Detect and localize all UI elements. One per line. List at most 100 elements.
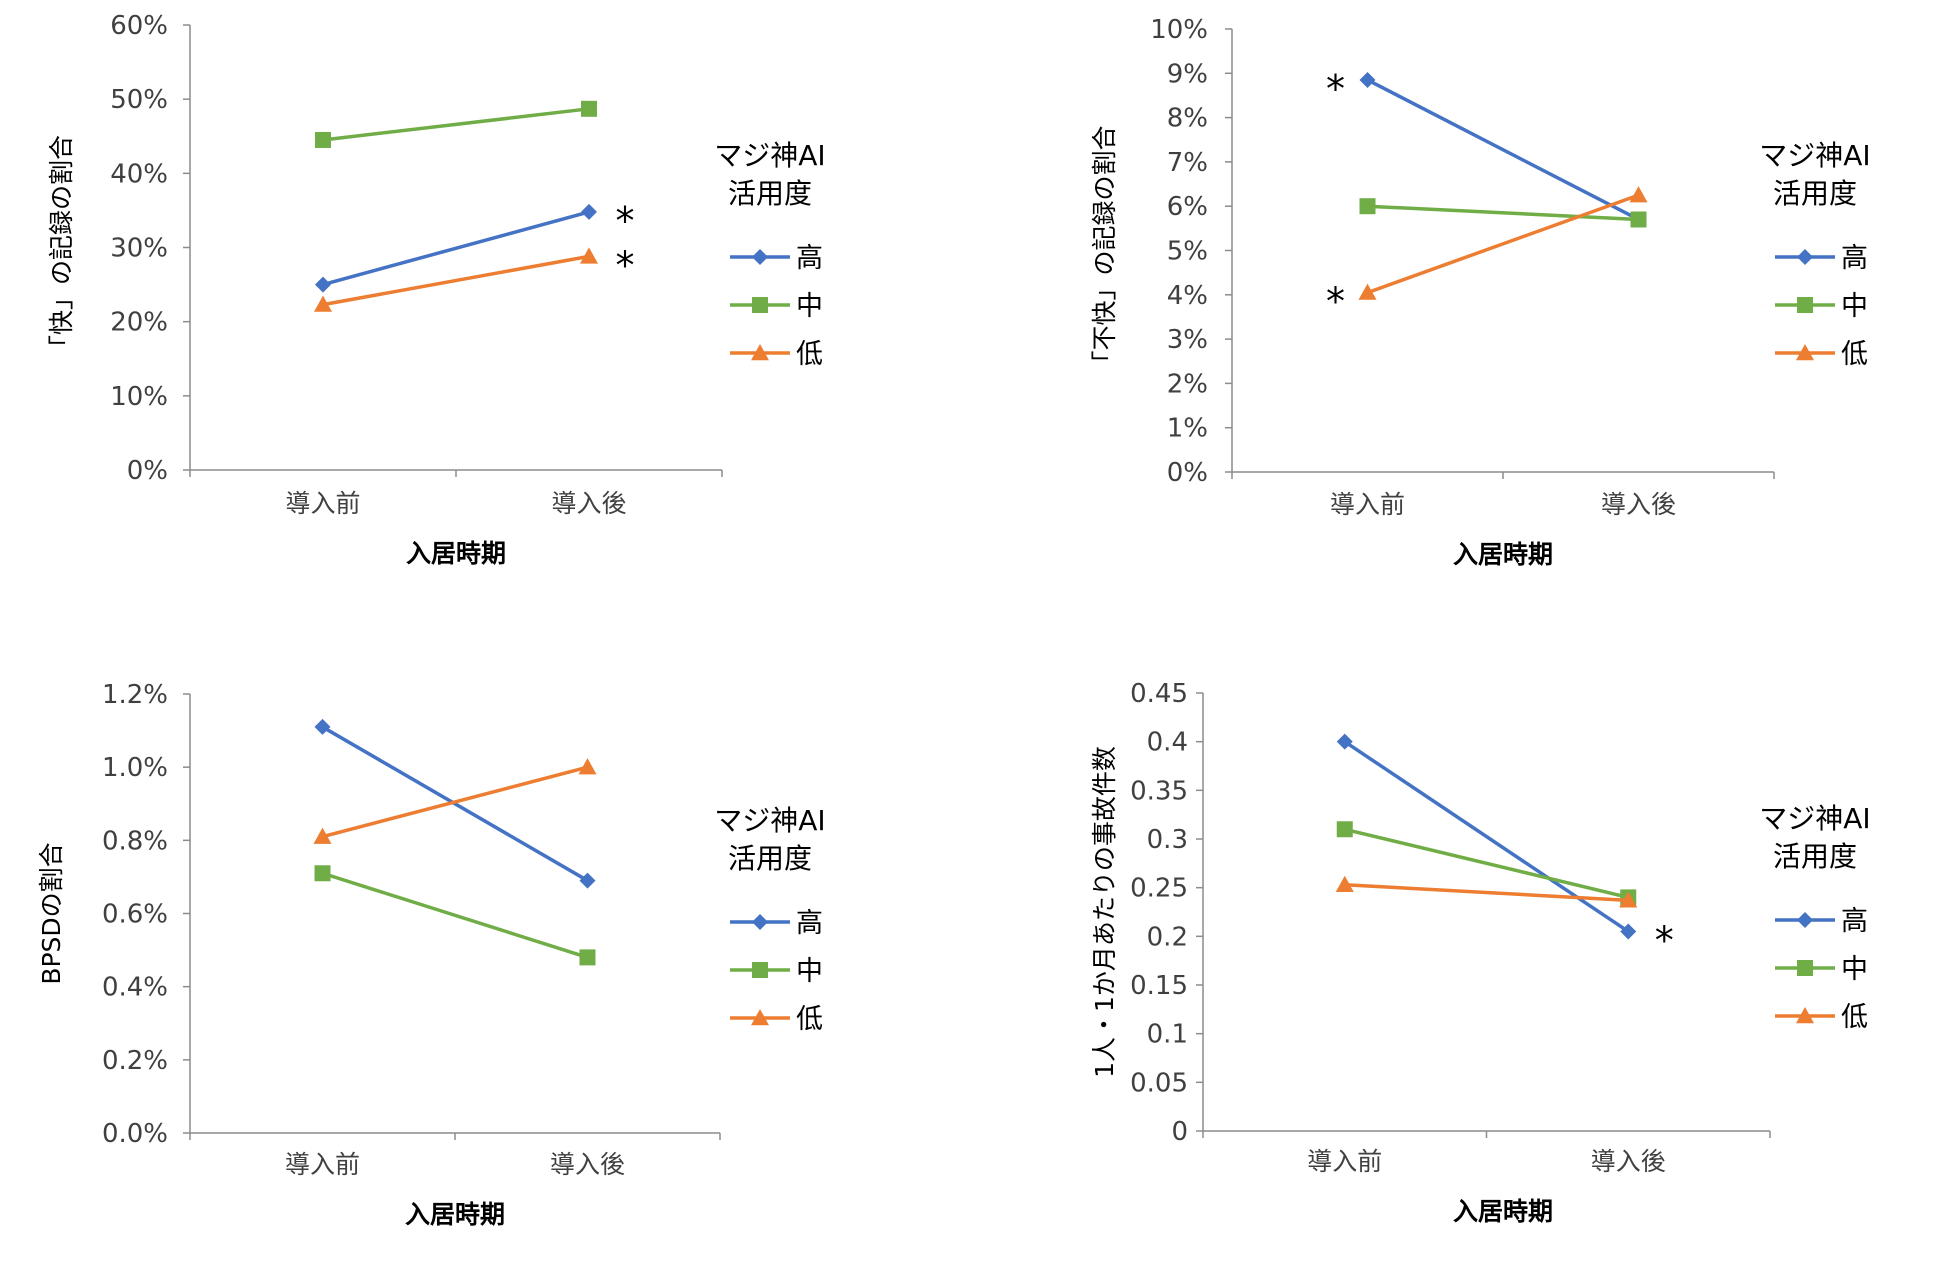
data-point-高: [314, 718, 331, 735]
data-point-中: [315, 131, 331, 148]
x-tick-label: 導入後: [551, 489, 626, 518]
legend-label-中: 中: [796, 291, 823, 322]
legend-marker-低: [1796, 1007, 1814, 1024]
x-tick-label: 導入後: [1601, 490, 1676, 519]
legend-marker-高: [752, 914, 768, 930]
data-point-高: [579, 872, 596, 889]
data-point-低: [1358, 283, 1377, 300]
legend-label-高: 高: [1841, 243, 1868, 274]
x-axis-label: 入居時期: [1453, 1197, 1553, 1226]
y-tick-label: 0.15: [1130, 971, 1188, 1001]
y-axis-label: 「快」の記録の割合: [47, 135, 76, 360]
legend-label-低: 低: [1841, 339, 1868, 370]
y-tick-label: 50%: [110, 85, 168, 115]
series-line-中: [1344, 827, 1629, 900]
y-axis-label: 1人・1か月あたりの事故件数: [1090, 746, 1119, 1078]
y-tick-label: 5%: [1167, 237, 1208, 267]
data-point-中: [1630, 211, 1647, 228]
significance-asterisk: *: [1326, 67, 1345, 111]
series-line-低: [1366, 193, 1640, 295]
y-tick-label: 1.0%: [102, 753, 168, 783]
x-axis-label: 入居時期: [406, 539, 506, 568]
y-tick-label: 7%: [1167, 148, 1208, 178]
legend-marker-中: [1797, 297, 1813, 313]
legend-label-中: 中: [1841, 954, 1868, 985]
legend-marker-高: [1797, 249, 1813, 265]
y-tick-label: 60%: [110, 11, 168, 41]
series-line-低: [322, 254, 590, 307]
y-tick-label: 1.2%: [102, 680, 168, 710]
y-tick-label: 0%: [1167, 458, 1208, 488]
legend-marker-低: [751, 344, 769, 361]
y-tick-label: 0.2: [1147, 922, 1188, 952]
y-axis-label: 「不快」の記録の割合: [1090, 125, 1119, 375]
y-tick-label: 0%: [127, 456, 168, 486]
legend-marker-高: [1797, 912, 1813, 928]
y-tick-label: 9%: [1167, 59, 1208, 89]
data-point-中: [579, 949, 596, 966]
y-tick-label: 20%: [110, 308, 168, 338]
legend-marker-低: [1796, 344, 1814, 361]
y-axis-label: BPSDの割合: [37, 842, 66, 984]
series-line-高: [321, 725, 589, 883]
series-line-低: [322, 765, 588, 839]
legend-title: 活用度: [728, 177, 812, 210]
data-point-中: [1359, 198, 1376, 215]
y-tick-label: 30%: [110, 234, 168, 264]
series-line-中: [1367, 204, 1639, 222]
significance-asterisk: *: [1326, 280, 1345, 324]
y-tick-label: 8%: [1167, 104, 1208, 134]
y-tick-label: 0.8%: [102, 826, 168, 856]
legend-marker-低: [751, 1009, 769, 1026]
y-tick-label: 10%: [1150, 15, 1208, 45]
data-point-低: [580, 247, 598, 264]
y-tick-label: 1%: [1167, 414, 1208, 444]
y-tick-label: 0.35: [1130, 776, 1188, 806]
y-tick-label: 3%: [1167, 325, 1208, 355]
legend-title: 活用度: [1773, 177, 1857, 210]
x-tick-label: 導入前: [1307, 1147, 1382, 1176]
x-tick-label: 導入前: [285, 489, 360, 518]
x-axis-label: 入居時期: [1453, 540, 1553, 569]
significance-asterisk: *: [616, 199, 635, 243]
significance-asterisk: *: [616, 243, 635, 287]
y-tick-label: 2%: [1167, 369, 1208, 399]
data-point-低: [313, 827, 332, 844]
legend-label-高: 高: [1841, 906, 1868, 937]
data-point-中: [581, 100, 597, 117]
y-tick-label: 0.4%: [102, 973, 168, 1003]
data-point-高: [1359, 71, 1376, 88]
legend-title: 活用度: [1773, 840, 1857, 873]
legend-marker-高: [752, 249, 768, 265]
x-axis-label: 入居時期: [405, 1200, 505, 1229]
legend-marker-中: [752, 962, 768, 978]
legend-marker-中: [1797, 960, 1813, 976]
data-point-高: [581, 203, 597, 220]
y-tick-label: 0.4: [1147, 728, 1188, 758]
y-tick-label: 0.05: [1130, 1068, 1188, 1098]
legend-title: マジ神AI: [1759, 802, 1870, 835]
y-tick-label: 0: [1171, 1117, 1188, 1147]
data-point-高: [1336, 733, 1353, 750]
y-tick-label: 0.25: [1130, 874, 1188, 904]
series-line-高: [1343, 740, 1630, 933]
data-point-低: [314, 295, 332, 312]
legend-title: マジ神AI: [714, 139, 825, 172]
legend-title: マジ神AI: [1759, 139, 1870, 172]
data-point-低: [578, 758, 597, 775]
y-tick-label: 4%: [1167, 281, 1208, 311]
y-tick-label: 0.2%: [102, 1046, 168, 1076]
data-point-低: [1335, 875, 1354, 892]
y-tick-label: 0.1: [1147, 1020, 1188, 1050]
legend-label-高: 高: [796, 908, 823, 939]
x-tick-label: 導入前: [1330, 490, 1405, 519]
x-tick-label: 導入前: [285, 1150, 360, 1179]
legend-label-低: 低: [796, 1004, 823, 1035]
y-tick-label: 0.6%: [102, 900, 168, 930]
legend-label-高: 高: [796, 243, 823, 274]
series-line-中: [321, 871, 589, 960]
